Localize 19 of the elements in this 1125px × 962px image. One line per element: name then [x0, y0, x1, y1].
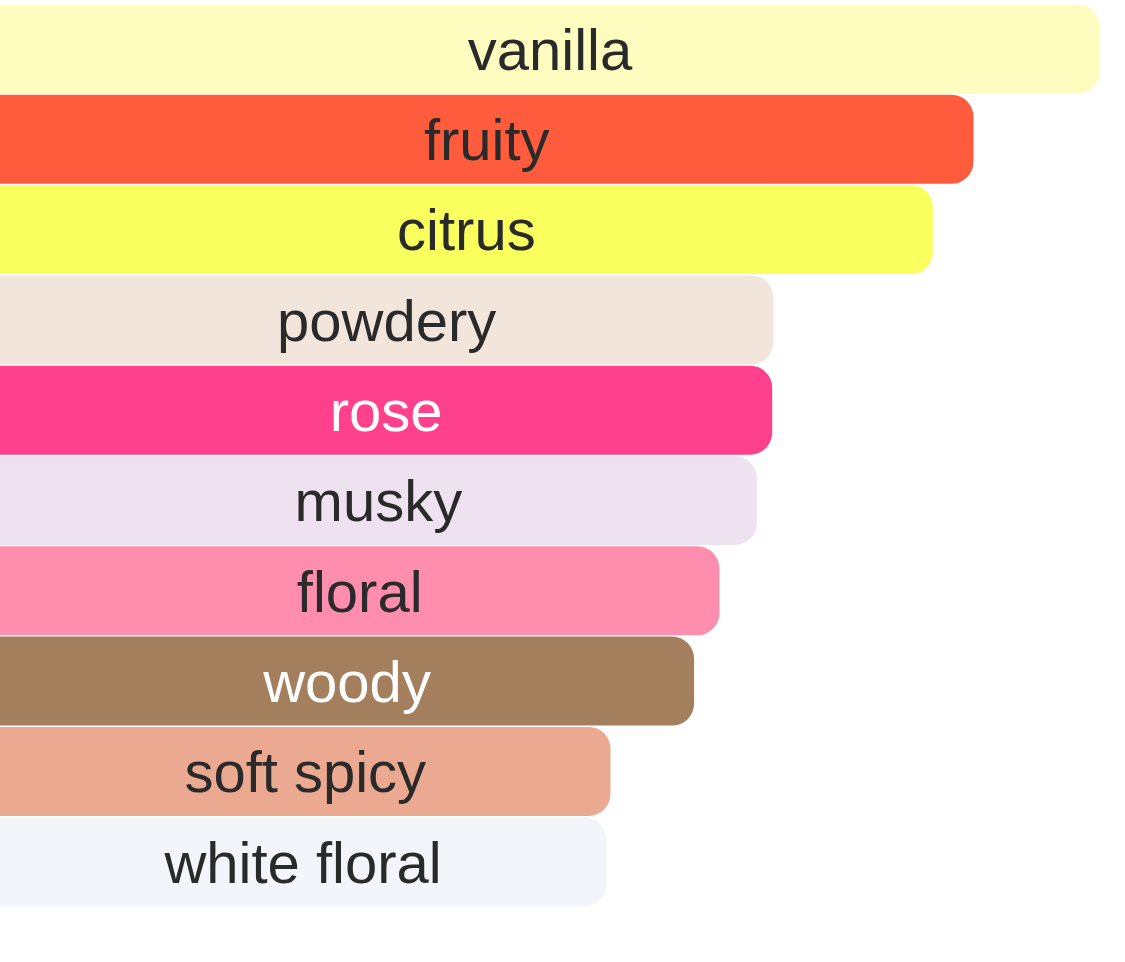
- y-tick-label: soft spicy: [184, 739, 427, 805]
- y-tick-label: vanilla: [467, 16, 633, 82]
- y-tick-label: woody: [262, 648, 431, 714]
- y-tick-label: musky: [294, 468, 463, 534]
- y-tick-label: white floral: [163, 829, 442, 895]
- bar: [0, 365, 773, 455]
- bar: [0, 185, 933, 275]
- y-tick-label: rose: [329, 378, 443, 444]
- bar: [0, 4, 1100, 94]
- bar: [0, 275, 774, 365]
- y-tick-label: floral: [296, 558, 423, 624]
- bar: [0, 456, 757, 545]
- bar: [0, 636, 695, 726]
- y-tick-label: powdery: [277, 287, 497, 353]
- bar: [0, 94, 974, 184]
- y-tick-label: fruity: [423, 107, 550, 173]
- bar: [0, 726, 611, 816]
- bar: [0, 546, 720, 636]
- y-tick-label: citrus: [397, 197, 536, 263]
